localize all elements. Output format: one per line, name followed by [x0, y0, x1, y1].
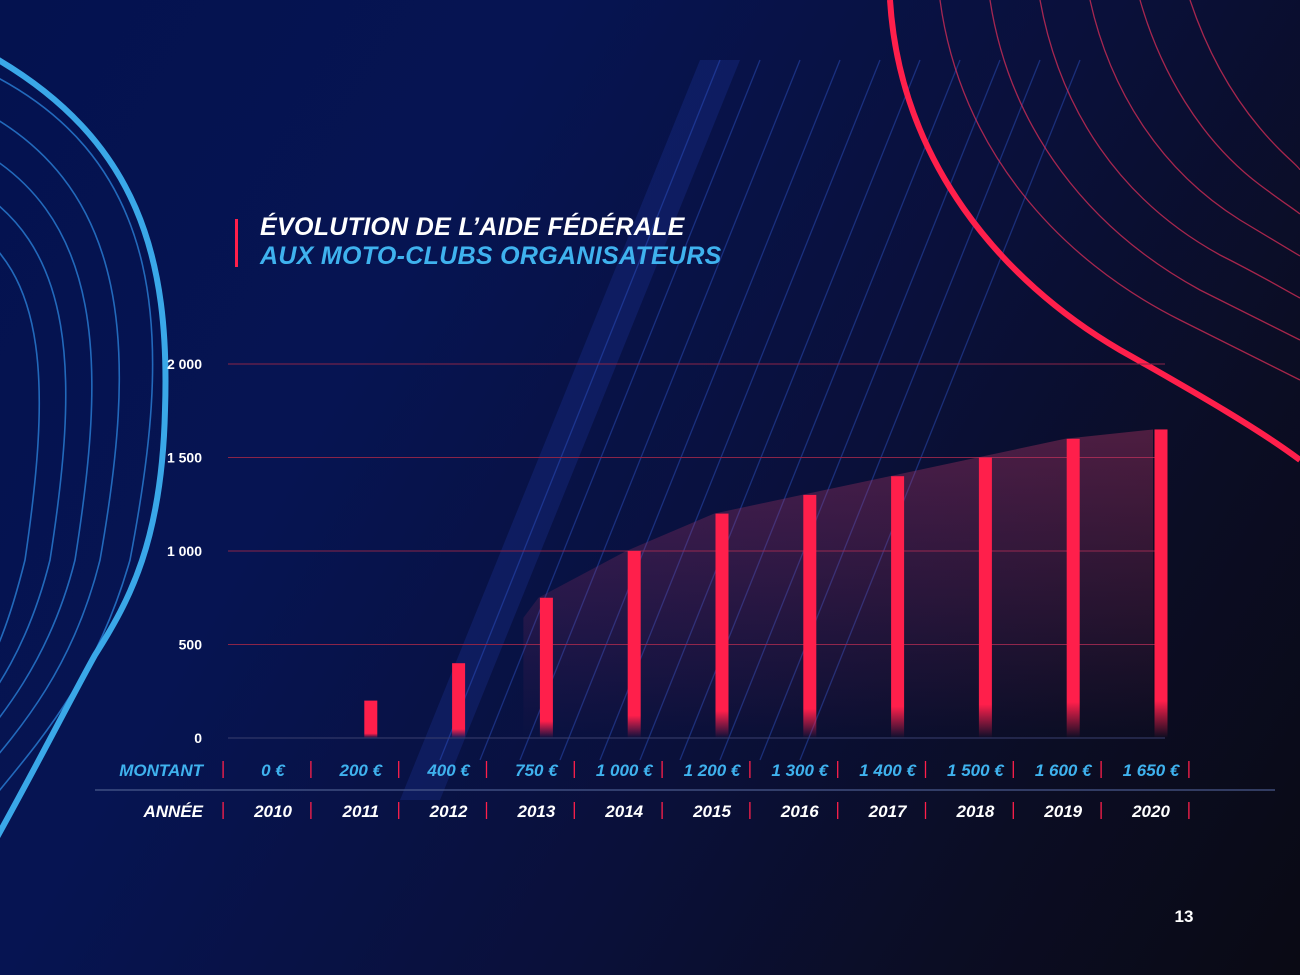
- year-label: 2016: [780, 802, 819, 821]
- year-label: 2012: [429, 802, 468, 821]
- y-tick-label: 2 000: [167, 356, 202, 372]
- bar-2015: [715, 513, 729, 738]
- amount-label: 0 €: [261, 761, 286, 780]
- row-label-amount: MONTANT: [119, 761, 204, 780]
- bar-2018: [978, 457, 992, 738]
- year-label: 2015: [692, 802, 731, 821]
- bar-2017: [891, 476, 905, 738]
- year-label: 2019: [1043, 802, 1082, 821]
- year-label: 2018: [955, 802, 994, 821]
- year-label: 2017: [868, 802, 908, 821]
- bar-2011: [364, 700, 378, 738]
- page-number: 13: [1174, 907, 1194, 926]
- amount-label: 1 300 €: [771, 761, 829, 780]
- year-label: 2010: [253, 802, 292, 821]
- left-track-main-line: [0, 57, 169, 839]
- amount-label: 1 000 €: [596, 761, 654, 780]
- diagonal-light-beam: [400, 60, 740, 800]
- amount-label: 1 400 €: [859, 761, 917, 780]
- row-label-year: ANNÉE: [142, 802, 203, 821]
- left-track-lines: [0, 78, 154, 792]
- amount-label: 1 650 €: [1123, 761, 1181, 780]
- bar-2020: [1154, 429, 1168, 738]
- right-track-lines: [939, 0, 1300, 381]
- year-label: 2020: [1131, 802, 1170, 821]
- year-label: 2011: [342, 802, 380, 821]
- right-track-main-line: [887, 0, 1300, 463]
- amount-label: 1 500 €: [947, 761, 1005, 780]
- chart-title-line2: AUX MOTO-CLUBS ORGANISATEURS: [260, 242, 722, 270]
- amount-label: 1 600 €: [1035, 761, 1093, 780]
- chart-title-line1: ÉVOLUTION DE L’AIDE FÉDÉRALE: [260, 213, 685, 241]
- amount-label: 400 €: [426, 761, 471, 780]
- area-shadow: [523, 429, 1153, 738]
- year-label: 2014: [604, 802, 643, 821]
- amount-label: 200 €: [339, 761, 384, 780]
- bar-2016: [803, 494, 817, 738]
- amount-label: 1 200 €: [684, 761, 742, 780]
- bar-2019: [1066, 438, 1080, 738]
- y-tick-label: 500: [179, 637, 203, 653]
- bar-2012: [452, 663, 466, 738]
- bar-2013: [539, 597, 553, 738]
- title-accent-bar: [235, 219, 238, 267]
- bar-2014: [627, 551, 641, 738]
- amount-label: 750 €: [515, 761, 559, 780]
- y-tick-label: 1 000: [167, 543, 202, 559]
- year-label: 2013: [516, 802, 555, 821]
- y-tick-label: 1 500: [167, 450, 202, 466]
- y-tick-label: 0: [194, 730, 202, 746]
